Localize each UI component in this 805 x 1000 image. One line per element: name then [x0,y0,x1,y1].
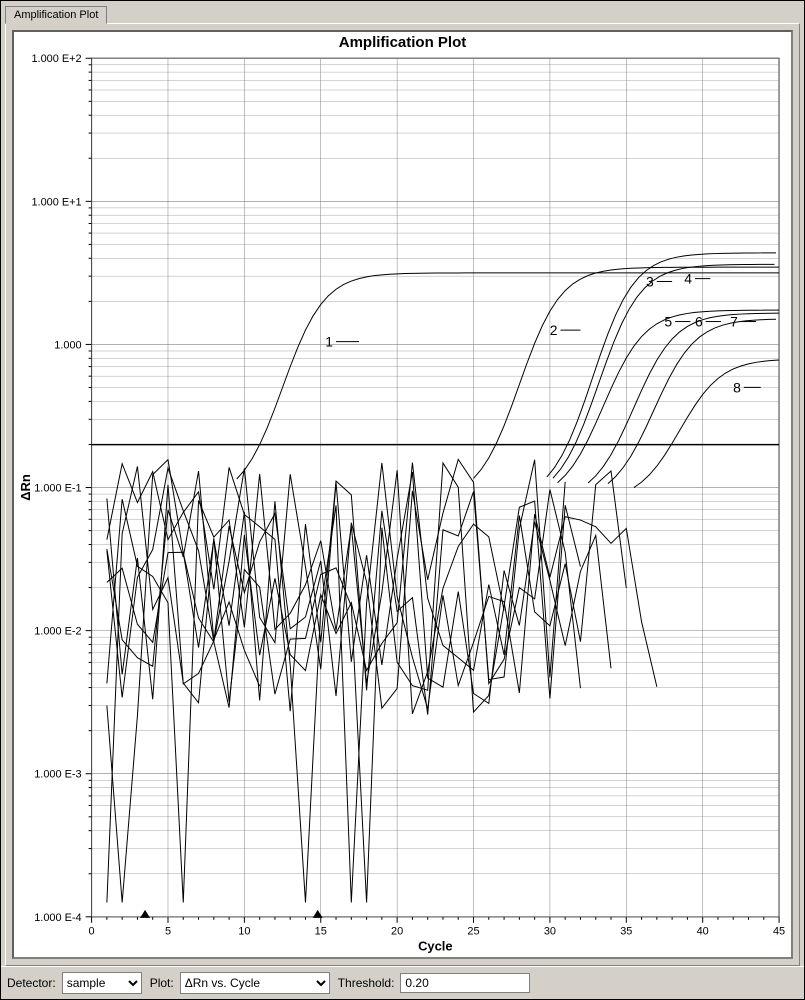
svg-text:45: 45 [773,926,785,938]
threshold-label: Threshold: [338,976,395,990]
svg-text:1.000 E-2: 1.000 E-2 [34,626,81,638]
svg-text:0: 0 [89,926,95,938]
svg-text:Cycle: Cycle [418,939,452,954]
svg-text:2: 2 [550,322,558,338]
plot-type-label: Plot: [150,976,174,990]
detector-label: Detector: [7,976,56,990]
svg-text:6: 6 [695,314,703,330]
svg-text:1.000 E-3: 1.000 E-3 [34,769,81,781]
svg-text:8: 8 [733,379,741,395]
tab-strip: Amplification Plot [1,1,804,23]
svg-text:20: 20 [391,926,403,938]
svg-text:5: 5 [165,926,171,938]
svg-text:3: 3 [646,273,654,289]
svg-text:1.000 E-1: 1.000 E-1 [34,483,81,495]
svg-text:1.000: 1.000 [54,339,81,351]
tab-amplification-plot[interactable]: Amplification Plot [5,6,107,24]
bottom-toolbar: Detector: sample Plot: ΔRn vs. Cycle Thr… [1,966,804,999]
detector-select[interactable]: sample [62,972,142,994]
amplification-plot: 0510152025303540451.000 E-41.000 E-31.00… [14,32,791,957]
svg-text:15: 15 [315,926,327,938]
panel: Amplification Plot 0510152025303540451.0… [5,23,800,966]
plot-type-select[interactable]: ΔRn vs. Cycle [180,972,330,994]
svg-text:25: 25 [467,926,479,938]
svg-text:10: 10 [238,926,250,938]
svg-text:4: 4 [684,271,692,287]
svg-text:ΔRn: ΔRn [18,474,33,501]
window-frame: Amplification Plot Amplification Plot 05… [0,0,805,1000]
threshold-input[interactable] [400,973,530,993]
svg-text:7: 7 [730,314,738,330]
svg-text:35: 35 [620,926,632,938]
svg-text:30: 30 [544,926,556,938]
svg-text:40: 40 [697,926,709,938]
svg-text:5: 5 [664,314,672,330]
svg-text:1.000 E+2: 1.000 E+2 [31,53,81,65]
svg-text:1.000 E+1: 1.000 E+1 [31,196,81,208]
plot-container: Amplification Plot 0510152025303540451.0… [12,30,793,959]
svg-text:1.000 E-4: 1.000 E-4 [34,912,81,924]
svg-text:1: 1 [325,334,333,350]
